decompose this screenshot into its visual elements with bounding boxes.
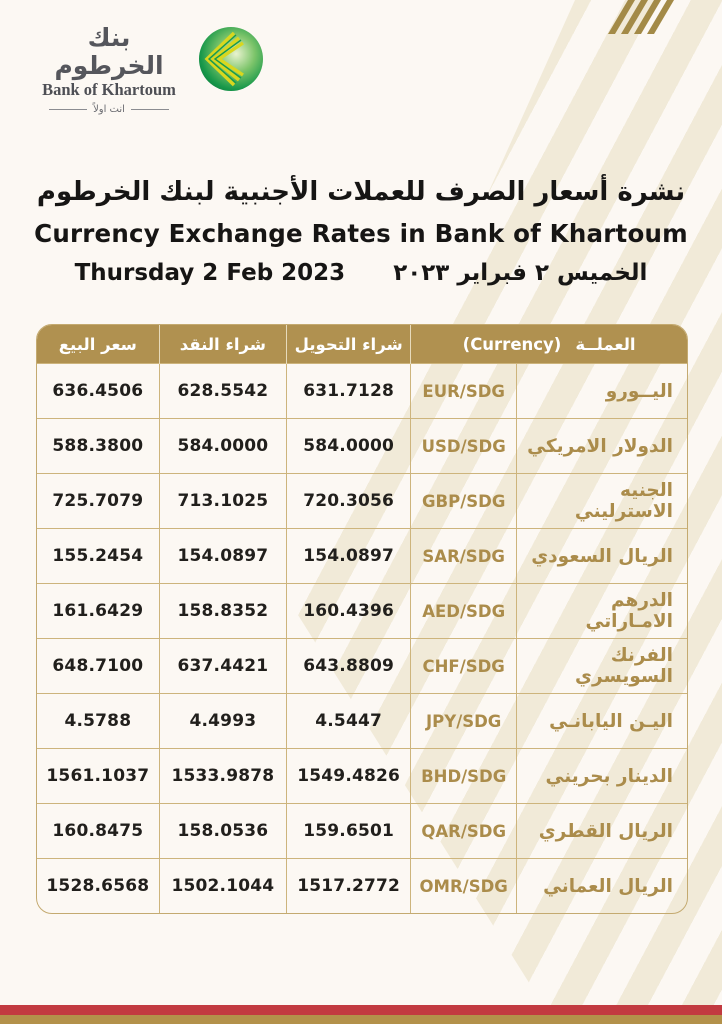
tagline-rule-left (130, 109, 169, 110)
transfer-buy-cell: 159.6501 (286, 803, 412, 859)
currency-code-cell: EUR/SDG (410, 363, 518, 419)
currency-name-cell: الريال العماني (516, 858, 687, 913)
date-english: Thursday 2 Feb 2023 (74, 259, 346, 286)
header-sell-price: سعر البيع (37, 325, 160, 364)
header-cash-buy: شراء النقد (159, 325, 288, 364)
table-row: 1561.1037 1533.9878 1549.4826 BHD/SDG ال… (37, 748, 687, 804)
transfer-buy-cell: 4.5447 (286, 693, 412, 749)
table-row: 588.3800 584.0000 584.0000 USD/SDG الدول… (37, 418, 687, 474)
sell-rate-cell: 1561.1037 (37, 748, 160, 804)
title-english: Currency Exchange Rates in Bank of Khart… (34, 218, 688, 248)
transfer-buy-cell: 154.0897 (286, 528, 412, 584)
currency-code-cell: JPY/SDG (410, 693, 518, 749)
currency-name-cell: اليـن اليابانـي (516, 693, 687, 749)
currency-code-cell: OMR/SDG (410, 858, 518, 913)
table-row: 1528.6568 1502.1044 1517.2772 OMR/SDG ال… (37, 858, 687, 913)
bank-name-arabic: بنك الخرطوم (54, 23, 164, 80)
rates-table-container: سعر البيع شراء النقد شراء التحويل العملـ… (36, 324, 688, 914)
cash-buy-cell: 628.5542 (159, 363, 288, 419)
footer-gold-bar (0, 1015, 722, 1024)
bank-logo: بنك الخرطوم Bank of Khartoum انت اولاً (34, 24, 264, 115)
cash-buy-cell: 584.0000 (159, 418, 288, 474)
transfer-buy-cell: 631.7128 (286, 363, 412, 419)
transfer-buy-cell: 643.8809 (286, 638, 412, 694)
table-row: 636.4506 628.5542 631.7128 EUR/SDG اليــ… (37, 363, 687, 419)
currency-name-cell: الفرنك السويسري (516, 638, 687, 694)
currency-name-cell: الدولار الامريكي (516, 418, 687, 474)
bank-logo-text: بنك الخرطوم Bank of Khartoum انت اولاً (34, 24, 184, 115)
currency-name-cell: الريال السعودي (516, 528, 687, 584)
sell-rate-cell: 588.3800 (37, 418, 160, 474)
cash-buy-cell: 637.4421 (159, 638, 288, 694)
footer-red-bar (0, 1005, 722, 1015)
title-section: نشرة أسعار الصرف للعملات الأجنبية لبنك ا… (0, 176, 722, 286)
date-arabic: الخميس ٢ فبراير ٢٠٢٣ (393, 259, 648, 286)
table-row: 155.2454 154.0897 154.0897 SAR/SDG الريا… (37, 528, 687, 584)
tagline-text: انت اولاً (93, 104, 125, 115)
currency-code-cell: BHD/SDG (410, 748, 518, 804)
transfer-buy-cell: 1517.2772 (286, 858, 412, 913)
cash-buy-cell: 158.8352 (159, 583, 288, 639)
sell-rate-cell: 4.5788 (37, 693, 160, 749)
bank-name-english: Bank of Khartoum (42, 80, 176, 99)
cash-buy-cell: 1533.9878 (159, 748, 288, 804)
currency-name-cell: الدرهم الامـاراتي (516, 583, 687, 639)
bank-sphere-icon (199, 27, 263, 91)
rates-table-body: 636.4506 628.5542 631.7128 EUR/SDG اليــ… (37, 363, 687, 913)
currency-name-cell: اليــورو (516, 363, 687, 419)
currency-code-cell: GBP/SDG (410, 473, 518, 529)
currency-name-cell: الجنيه الاسترليني (516, 473, 687, 529)
currency-code-cell: CHF/SDG (410, 638, 518, 694)
corner-gold-stripes-icon (608, 0, 674, 34)
header-row: سعر البيع شراء النقد شراء التحويل العملـ… (37, 325, 687, 364)
table-row: 725.7079 713.1025 720.3056 GBP/SDG الجني… (37, 473, 687, 529)
sell-rate-cell: 161.6429 (37, 583, 160, 639)
currency-code-cell: USD/SDG (410, 418, 518, 474)
cash-buy-cell: 154.0897 (159, 528, 288, 584)
header-currency: العملــة (Currency) (410, 325, 687, 364)
tagline-rule-right (49, 109, 88, 110)
cash-buy-cell: 158.0536 (159, 803, 288, 859)
currency-name-cell: الريال القطري (516, 803, 687, 859)
rates-table-header: سعر البيع شراء النقد شراء التحويل العملـ… (37, 325, 687, 364)
sell-rate-cell: 636.4506 (37, 363, 160, 419)
header-currency-english: (Currency) (462, 334, 562, 354)
title-arabic: نشرة أسعار الصرف للعملات الأجنبية لبنك ا… (36, 177, 686, 207)
transfer-buy-cell: 584.0000 (286, 418, 412, 474)
currency-code-cell: AED/SDG (410, 583, 518, 639)
sell-rate-cell: 725.7079 (37, 473, 160, 529)
header-currency-arabic: العملــة (575, 334, 636, 354)
rates-table: سعر البيع شراء النقد شراء التحويل العملـ… (37, 325, 687, 913)
table-row: 648.7100 637.4421 643.8809 CHF/SDG الفرن… (37, 638, 687, 694)
currency-name-cell: الدينار بحريني (516, 748, 687, 804)
cash-buy-cell: 713.1025 (159, 473, 288, 529)
transfer-buy-cell: 160.4396 (286, 583, 412, 639)
cash-buy-cell: 4.4993 (159, 693, 288, 749)
transfer-buy-cell: 720.3056 (286, 473, 412, 529)
header-transfer-buy: شراء التحويل (286, 325, 412, 364)
sell-rate-cell: 648.7100 (37, 638, 160, 694)
sell-rate-cell: 155.2454 (37, 528, 160, 584)
cash-buy-cell: 1502.1044 (159, 858, 288, 913)
sell-rate-cell: 1528.6568 (37, 858, 160, 913)
currency-code-cell: QAR/SDG (410, 803, 518, 859)
header-currency-inner: العملــة (Currency) (411, 335, 687, 354)
date-line: Thursday 2 Feb 2023 الخميس ٢ فبراير ٢٠٢٣ (0, 260, 722, 286)
table-row: 161.6429 158.8352 160.4396 AED/SDG الدره… (37, 583, 687, 639)
table-row: 4.5788 4.4993 4.5447 JPY/SDG اليـن الياب… (37, 693, 687, 749)
table-row: 160.8475 158.0536 159.6501 QAR/SDG الريا… (37, 803, 687, 859)
currency-code-cell: SAR/SDG (410, 528, 518, 584)
sell-rate-cell: 160.8475 (37, 803, 160, 859)
transfer-buy-cell: 1549.4826 (286, 748, 412, 804)
bank-tagline: انت اولاً (34, 104, 184, 115)
